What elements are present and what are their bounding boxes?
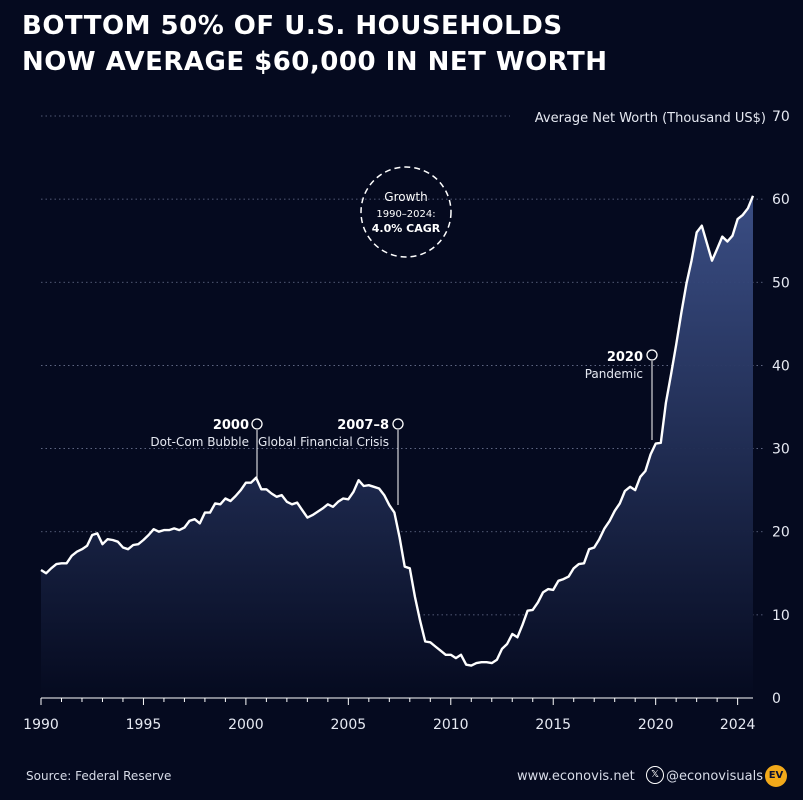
annotation-dot-com-marker [251,418,263,430]
net-worth-line [40,195,755,667]
x-tick-label: 2000 [228,717,264,733]
annotation-pandemic: 2020 Pandemic [585,349,658,440]
y-tick-label: 70 [772,109,790,125]
growth-badge-line-1: Growth [384,190,427,204]
annotation-pandemic-year: 2020 [607,350,643,365]
annotation-financial-crisis-label: Global Financial Crisis [258,435,389,449]
website-link[interactable]: www.econovis.net [517,769,635,784]
annotation-financial-crisis: 2007–8 Global Financial Crisis [258,418,404,505]
y-tick-label: 10 [772,608,790,624]
x-tick-label: 2020 [638,717,674,733]
econovis-logo: EV [765,765,787,787]
y-tick-label: 40 [772,358,790,374]
y-tick-label: 50 [772,275,790,291]
x-logo-icon: 𝕏 [646,766,664,784]
title-line-2: NOW AVERAGE $60,000 IN NET WORTH [22,47,608,77]
x-tick-label: 2024 [720,717,756,733]
growth-badge-line-3: 4.0% CAGR [372,222,441,235]
growth-badge: Growth 1990–2024: 4.0% CAGR [360,166,452,258]
y-tick-labels: 0 10 20 30 40 50 60 70 [772,109,790,707]
x-tick-label: 2005 [331,717,367,733]
annotation-dot-com: 2000 Dot-Com Bubble [150,418,263,479]
y-tick-label: 30 [772,442,790,458]
y-tick-label: 60 [772,192,790,208]
y-tick-label: 0 [772,691,781,707]
x-tick-label: 1995 [126,717,162,733]
source-note: Source: Federal Reserve [26,769,172,783]
title-line-1: BOTTOM 50% OF U.S. HOUSEHOLDS [22,11,563,41]
net-worth-area [41,195,753,699]
y-axis-label: Average Net Worth (Thousand US$) [535,111,766,126]
annotation-financial-crisis-year: 2007–8 [337,418,389,433]
x-tick-label: 2015 [535,717,571,733]
growth-badge-circle [360,166,452,258]
annotation-dot-com-year: 2000 [213,418,249,433]
annotation-financial-crisis-marker [392,418,404,430]
annotation-pandemic-label: Pandemic [585,367,643,381]
x-tick-label: 1990 [23,717,59,733]
x-ticks: 1990 1995 2000 2005 2010 2015 2020 2024 [23,698,756,733]
chart-title: BOTTOM 50% OF U.S. HOUSEHOLDS NOW AVERAG… [22,8,608,80]
annotation-pandemic-marker [646,349,658,361]
social-handle[interactable]: @econovisuals [666,769,763,784]
x-tick-label: 2010 [433,717,469,733]
growth-badge-line-2: 1990–2024: [376,209,435,220]
y-tick-label: 20 [772,525,790,541]
annotation-dot-com-label: Dot-Com Bubble [150,435,249,449]
